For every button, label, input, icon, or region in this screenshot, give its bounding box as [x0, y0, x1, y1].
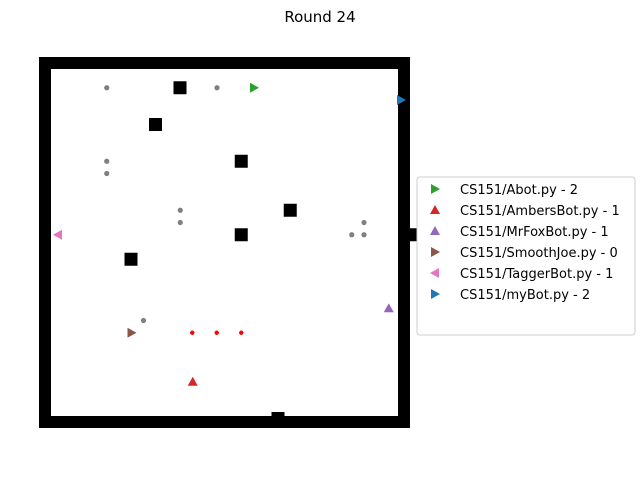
legend-item-ambersbot: CS151/AmbersBot.py - 1 [430, 204, 620, 219]
legend-marker [430, 226, 440, 235]
mrfoxbot-marker [383, 303, 394, 313]
abot-marker [250, 82, 259, 93]
legend-item-mrfoxbot: CS151/MrFoxBot.py - 1 [430, 225, 609, 240]
gray-pellet [140, 317, 147, 324]
wall-block [234, 154, 248, 168]
legend-label: CS151/SmoothJoe.py - 0 [460, 246, 618, 261]
wall-block [149, 118, 162, 131]
gray-pellet [177, 207, 183, 213]
wall-block [271, 412, 285, 425]
gray-pellet [214, 85, 220, 91]
gray-pellet [104, 170, 110, 177]
legend-item-abot: CS151/Abot.py - 2 [431, 183, 578, 198]
wall-block [234, 228, 248, 242]
gray-pellet [104, 158, 110, 164]
legend-label: CS151/TaggerBot.py - 1 [460, 267, 613, 282]
player-markers [53, 82, 406, 386]
wall-block [124, 252, 138, 266]
wall-blocks [124, 81, 420, 425]
round-title: Round 24 [284, 8, 355, 26]
red-pellet [239, 330, 244, 335]
legend-item-smoothjoe: CS151/SmoothJoe.py - 0 [431, 246, 618, 261]
legend-label: CS151/AmbersBot.py - 1 [460, 204, 620, 219]
pellets [104, 85, 367, 335]
red-pellet [214, 330, 219, 335]
gray-pellet [177, 219, 183, 226]
ambersbot-marker [187, 376, 198, 386]
legend-label: CS151/myBot.py - 2 [460, 288, 590, 303]
wall-block [406, 228, 420, 242]
legend-item-mybot: CS151/myBot.py - 2 [431, 288, 590, 303]
legend: CS151/Abot.py - 2 CS151/AmbersBot.py - 1 C… [416, 176, 636, 336]
gray-pellet [349, 232, 355, 238]
legend-marker [431, 289, 440, 299]
legend-frame [416, 176, 636, 336]
gray-pellet [361, 219, 367, 226]
red-pellet [190, 330, 195, 335]
smoothjoe-marker [127, 327, 137, 338]
mybot-marker [397, 95, 406, 105]
game-board [39, 57, 420, 428]
legend-label: CS151/Abot.py - 2 [460, 183, 578, 198]
legend-item-taggerbot: CS151/TaggerBot.py - 1 [430, 267, 613, 282]
legend-marker [430, 268, 439, 278]
legend-marker [431, 247, 440, 257]
board-floor [51, 69, 398, 416]
gray-pellet [104, 85, 110, 91]
wall-block [173, 81, 187, 95]
legend-label: CS151/MrFoxBot.py - 1 [460, 225, 609, 240]
legend-marker [430, 205, 440, 214]
taggerbot-marker [53, 229, 62, 240]
legend-marker [431, 184, 440, 194]
wall-block [283, 203, 297, 217]
gray-pellet [361, 232, 367, 238]
